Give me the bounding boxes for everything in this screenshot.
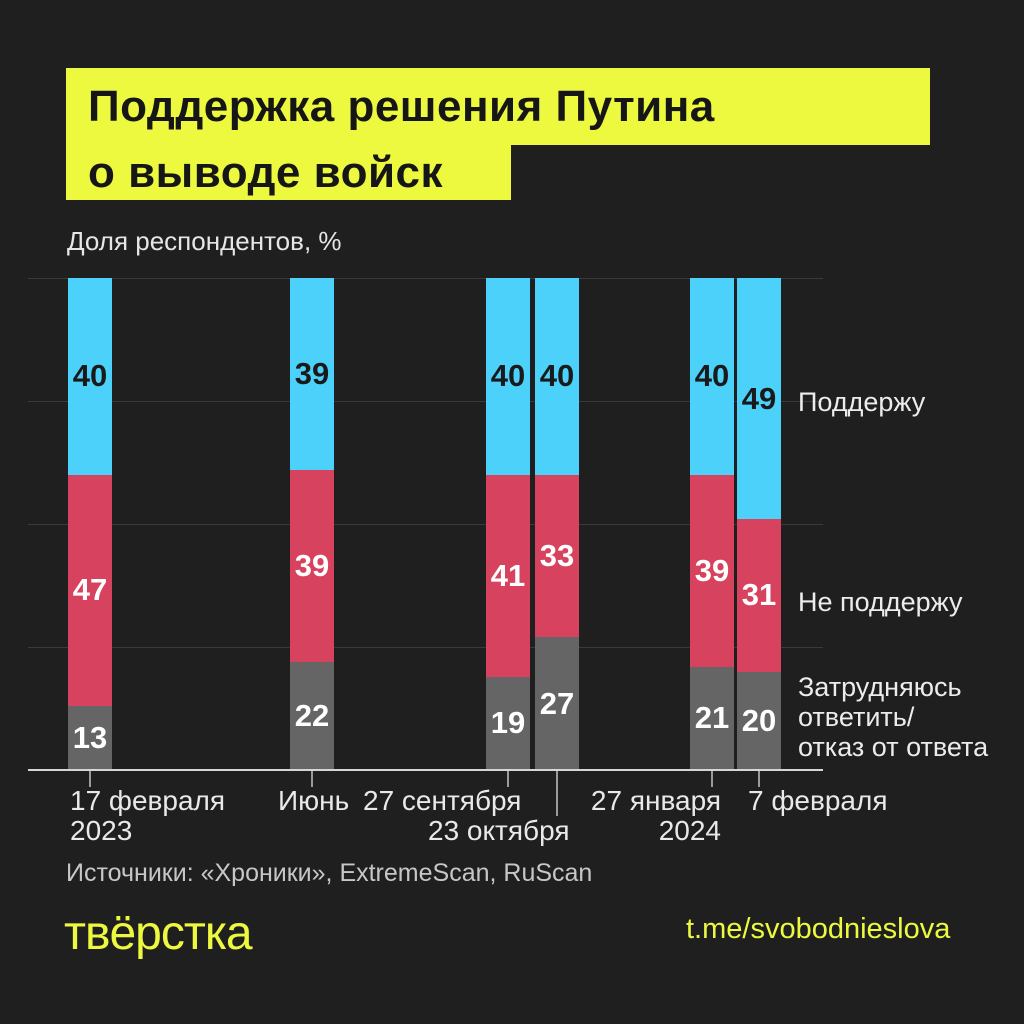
bar-value-label: 33 — [539, 538, 575, 573]
bar-value-label: 39 — [294, 356, 330, 391]
sources-note: Источники: «Хроники», ExtremeScan, RuSca… — [66, 859, 593, 887]
legend-label-line: отказ от ответа — [798, 732, 989, 762]
bar-segment-support — [290, 278, 334, 470]
bar-segment-support — [690, 278, 734, 475]
x-axis-tick — [556, 771, 558, 816]
bar-value-label: 13 — [72, 720, 108, 755]
x-axis-tick — [711, 771, 713, 787]
x-axis-label-line: 2024 — [658, 815, 721, 846]
x-axis-label: 17 февраля 2023 — [70, 786, 225, 846]
x-axis-tick — [507, 771, 509, 787]
x-axis-label-line: 23 октября — [428, 815, 570, 846]
legend-label: Не поддержу — [798, 587, 962, 617]
page-title-line-1: Поддержка решения Путина — [66, 68, 930, 145]
x-axis-label: Июнь — [278, 786, 349, 816]
x-axis-label-line: 7 февраля — [748, 785, 888, 816]
bar-segment-undecided — [690, 666, 734, 770]
bar-segment-support — [486, 278, 530, 475]
x-axis-label-line: 17 февраля — [70, 785, 226, 816]
bar-value-label: 39 — [694, 553, 730, 588]
bar-segment-oppose — [486, 474, 530, 677]
y-axis-title: Доля респондентов, % — [67, 226, 342, 256]
bar-segment-oppose — [737, 519, 781, 672]
bar-value-label: 41 — [490, 558, 526, 593]
bar-segment-oppose — [690, 474, 734, 667]
bar-value-label: 47 — [72, 572, 108, 607]
x-axis-label: 23 октября — [428, 816, 570, 846]
telegram-link[interactable]: t.me/svobodnieslova — [686, 913, 951, 945]
bar-value-label: 39 — [294, 548, 330, 583]
gridline — [28, 401, 823, 402]
gridline — [28, 647, 823, 648]
bar-segment-undecided — [535, 637, 579, 770]
x-axis-line — [28, 769, 823, 771]
x-axis-tick — [311, 771, 313, 787]
gridline — [28, 278, 823, 279]
bar-segment-undecided — [290, 661, 334, 770]
legend-label: Затрудняюсь ответить/отказ от ответа — [798, 672, 988, 762]
bar-value-label: 40 — [694, 358, 730, 393]
x-axis-tick — [758, 771, 760, 787]
bar-value-label: 27 — [539, 686, 575, 721]
bar-value-label: 19 — [490, 705, 526, 740]
bar-value-label: 21 — [694, 700, 730, 735]
page-title-line-2: о выводе войск — [66, 145, 511, 200]
x-axis-label-line: 27 сентября — [363, 785, 522, 816]
title-block: Поддержка решения Путина о выводе войск — [66, 68, 930, 200]
legend-label-line: Не поддержу — [798, 587, 963, 617]
bar-segment-undecided — [68, 706, 112, 770]
bar-segment-support — [535, 278, 579, 475]
bar-segment-oppose — [68, 474, 112, 707]
bar-value-label: 31 — [741, 577, 777, 612]
x-axis-label-line: 2023 — [70, 815, 133, 846]
bar-value-label: 49 — [741, 381, 777, 416]
bar-value-label: 40 — [490, 358, 526, 393]
legend-label: Поддержу — [798, 387, 925, 417]
x-axis-tick — [89, 771, 91, 787]
x-axis-label: 27 января 2024 — [591, 786, 721, 846]
verstka-logo: твёрстка — [64, 907, 253, 960]
gridline — [28, 524, 823, 525]
bar-segment-support — [68, 278, 112, 475]
bar-value-label: 40 — [72, 358, 108, 393]
legend-label-line: Затрудняюсь — [798, 672, 962, 702]
x-axis-label-line: 27 января — [590, 785, 721, 816]
bar-segment-support — [737, 278, 781, 520]
bar-segment-undecided — [737, 671, 781, 770]
bar-segment-oppose — [290, 469, 334, 662]
legend-label-line: ответить/ — [798, 702, 915, 732]
x-axis-label: 7 февраля — [748, 786, 887, 816]
bar-value-label: 20 — [741, 703, 777, 738]
bar-segment-oppose — [535, 474, 579, 638]
x-axis-label: 27 сентября — [363, 786, 521, 816]
bar-value-label: 40 — [539, 358, 575, 393]
bar-segment-undecided — [486, 676, 530, 770]
bar-value-label: 22 — [294, 698, 330, 733]
x-axis-label-line: Июнь — [278, 785, 350, 816]
legend-label-line: Поддержу — [798, 387, 926, 417]
